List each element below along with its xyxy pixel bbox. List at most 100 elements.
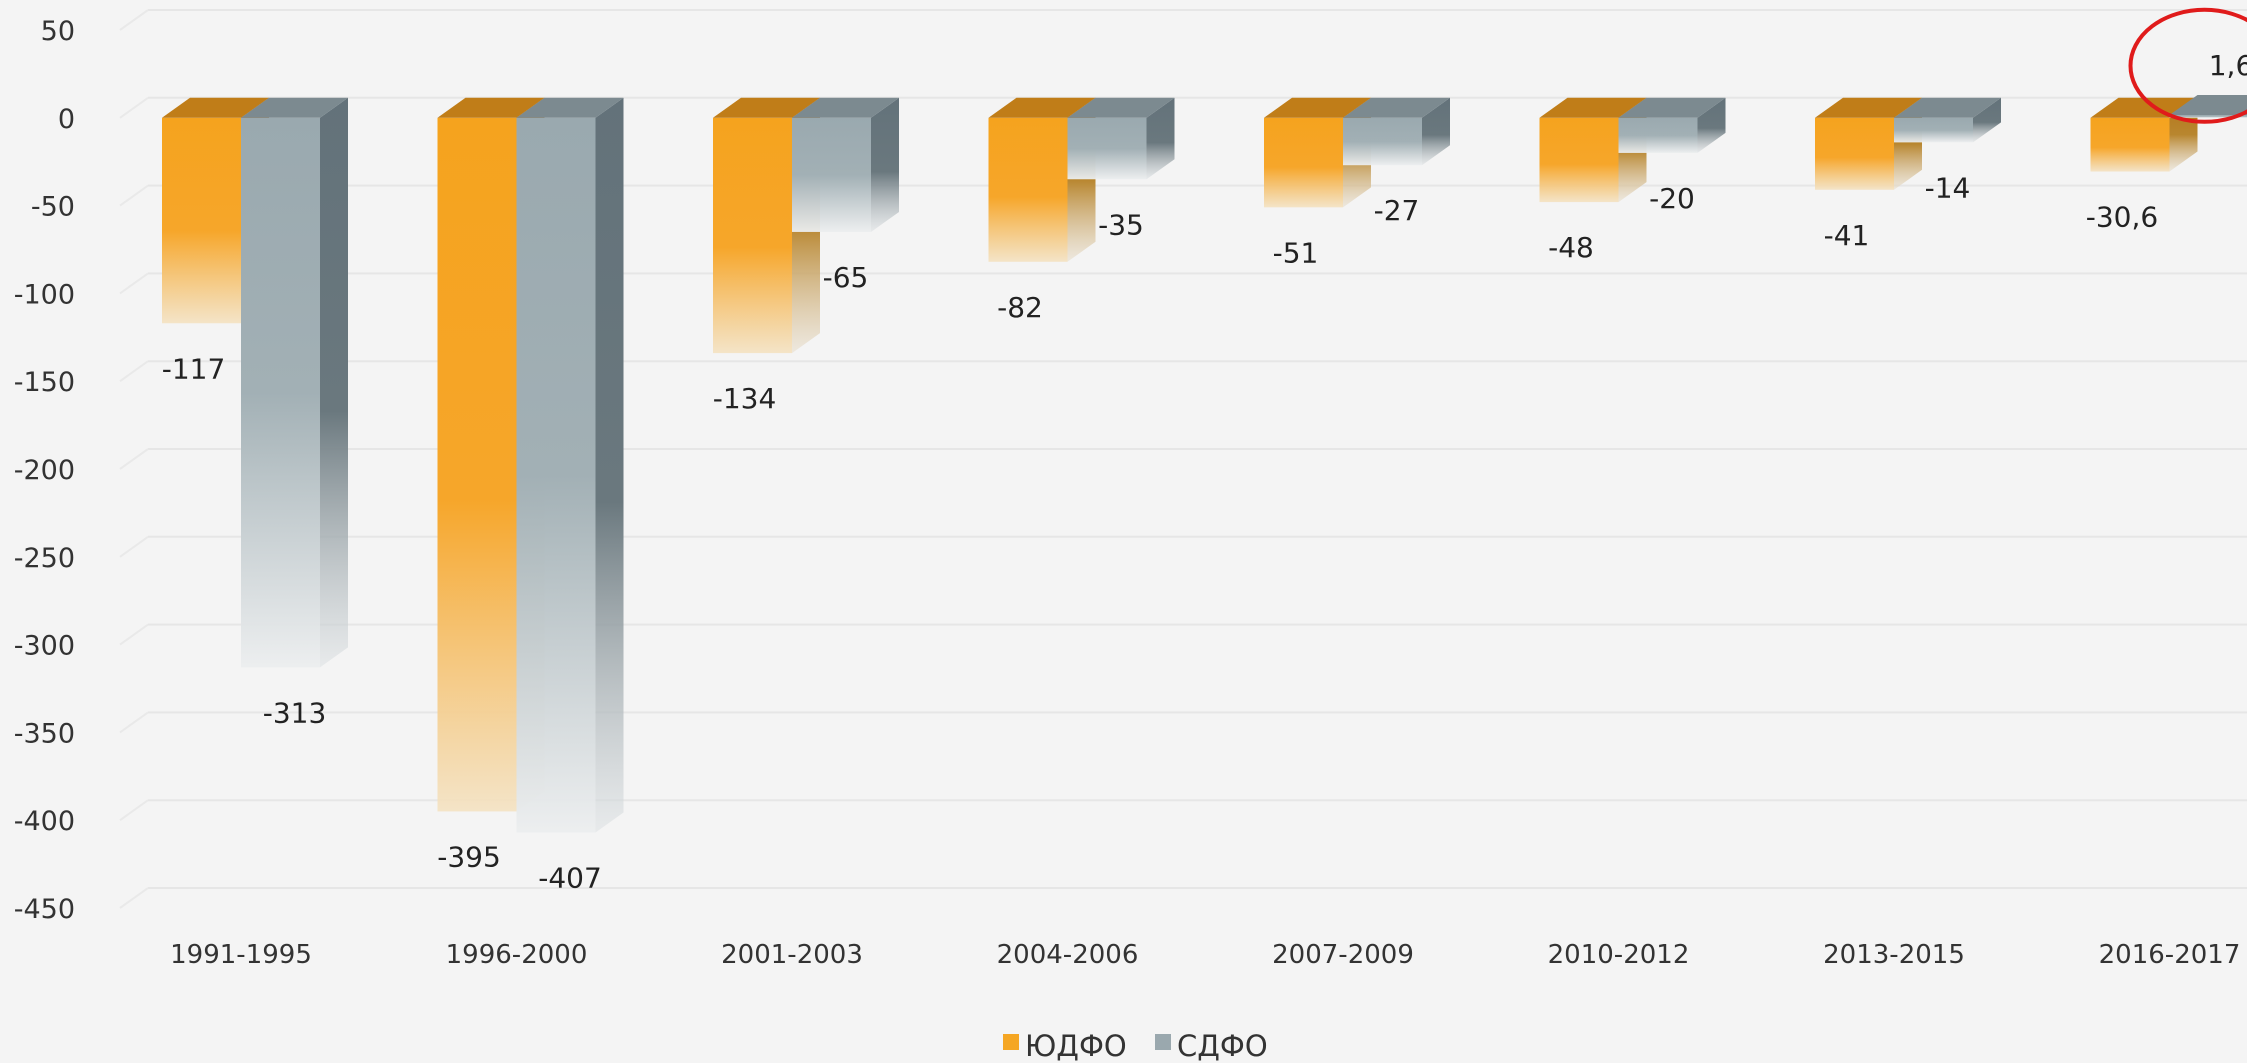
highlight-circle — [2128, 7, 2247, 124]
data-label: -407 — [538, 861, 602, 894]
bar-front — [1618, 117, 1698, 153]
bar — [241, 97, 348, 668]
bar-front — [792, 117, 871, 232]
bar-front — [241, 117, 320, 668]
data-label: -35 — [1098, 208, 1144, 241]
legend-swatch — [1003, 1034, 1019, 1050]
bar-top — [1264, 97, 1371, 118]
data-label: -14 — [1925, 171, 1971, 204]
y-tick-label: -250 — [14, 543, 75, 574]
y-tick-label: -350 — [14, 718, 75, 749]
gridline-depth — [119, 711, 149, 734]
gridline-depth — [119, 448, 149, 470]
data-label: -27 — [1374, 194, 1420, 227]
bar-front — [1539, 117, 1619, 203]
bar-side — [320, 97, 348, 668]
gridline-depth — [119, 535, 149, 558]
y-tick-label: -200 — [14, 455, 75, 486]
bar — [516, 97, 624, 833]
bar-top — [1067, 97, 1175, 118]
data-label: -30,6 — [2086, 201, 2158, 234]
data-labels: -117 -313 -395 -407 -134 -65 -82 -35 -51 -27 -48 -2… — [162, 49, 2247, 895]
bar-top — [2169, 94, 2247, 115]
x-tick-label: 2001-2003 — [721, 940, 863, 970]
legend-item: ЮДФО — [1003, 1029, 1127, 1063]
gridline-depth — [119, 272, 149, 295]
bar — [2169, 94, 2247, 118]
x-tick-label: 2010-2012 — [1548, 940, 1690, 970]
bar — [792, 97, 899, 232]
gridline-depth — [119, 887, 149, 909]
data-label: 1,6 — [2209, 49, 2247, 82]
legend-swatch — [1155, 1034, 1171, 1050]
bar-front — [162, 117, 241, 324]
bar-side — [1697, 97, 1726, 153]
bar-top — [437, 97, 545, 118]
y-tick-label: -400 — [14, 806, 75, 837]
bar — [1343, 97, 1450, 166]
bar-front — [2169, 114, 2247, 118]
data-label: -65 — [823, 261, 869, 294]
bar — [1067, 97, 1175, 180]
y-tick-label: 0 — [58, 104, 75, 135]
bar-front — [2090, 117, 2170, 172]
bar-front — [1067, 117, 1147, 180]
bar-side — [1973, 97, 2001, 143]
bar-side — [595, 97, 624, 833]
data-label: -48 — [1548, 231, 1594, 264]
y-tick-label: 50 — [41, 16, 75, 47]
legend-label: СДФО — [1177, 1029, 1268, 1063]
data-label: -117 — [162, 352, 226, 385]
x-tick-label: 1996-2000 — [446, 940, 588, 970]
gridline-depth — [119, 96, 149, 119]
bars — [162, 94, 2247, 833]
y-tick-label: -300 — [14, 631, 75, 662]
y-tick-label: -100 — [14, 279, 75, 310]
data-label: -82 — [997, 291, 1043, 324]
gridline-depth — [119, 623, 149, 646]
bar-side — [1146, 97, 1175, 180]
x-tick-label: 1991-1995 — [170, 940, 312, 970]
bar-front — [713, 117, 792, 354]
bar-front — [1894, 117, 1973, 143]
bar-front — [1815, 117, 1894, 190]
data-label: -134 — [713, 382, 777, 415]
bar — [1894, 97, 2001, 143]
legend-label: ЮДФО — [1025, 1029, 1127, 1063]
data-label: -51 — [1273, 236, 1319, 269]
bar-side — [871, 97, 899, 232]
data-label: -41 — [1824, 219, 1870, 252]
data-label: -313 — [263, 696, 327, 729]
data-label: -395 — [437, 840, 501, 873]
x-axis: 1991-1995 1996-2000 2001-2003 2004-2006 2007… — [170, 940, 2240, 970]
bar-top — [162, 97, 269, 118]
y-axis: 50 0 -50 -100 -150 -200 -250 -300 -350 -400 -450 — [14, 16, 75, 925]
gridline-depth — [119, 799, 149, 822]
data-label: -20 — [1649, 182, 1695, 215]
y-tick-label: -50 — [31, 192, 75, 223]
legend-item: СДФО — [1155, 1029, 1268, 1063]
bar-front — [1264, 117, 1343, 208]
bar-front — [1343, 117, 1422, 166]
x-tick-label: 2004-2006 — [997, 940, 1139, 970]
bar-top — [516, 97, 624, 118]
bar-top — [241, 97, 348, 118]
x-tick-label: 2013-2015 — [1823, 940, 1965, 970]
y-tick-label: -150 — [14, 367, 75, 398]
bar-top — [1618, 97, 1726, 118]
bar-top — [1894, 97, 2001, 118]
bar-top — [988, 97, 1096, 118]
x-tick-label: 2007-2009 — [1272, 940, 1414, 970]
bar-front — [988, 117, 1068, 262]
highlight-ellipse — [2128, 7, 2247, 124]
bar-top — [713, 97, 820, 118]
bar-side — [1422, 97, 1450, 166]
y-tick-label: -450 — [14, 894, 75, 925]
bar-front — [437, 117, 517, 812]
bar-top — [792, 97, 899, 118]
bar-top — [1343, 97, 1450, 118]
gridline-depth — [119, 360, 149, 383]
bar-front — [516, 117, 596, 833]
x-tick-label: 2016-2017 — [2099, 940, 2241, 970]
